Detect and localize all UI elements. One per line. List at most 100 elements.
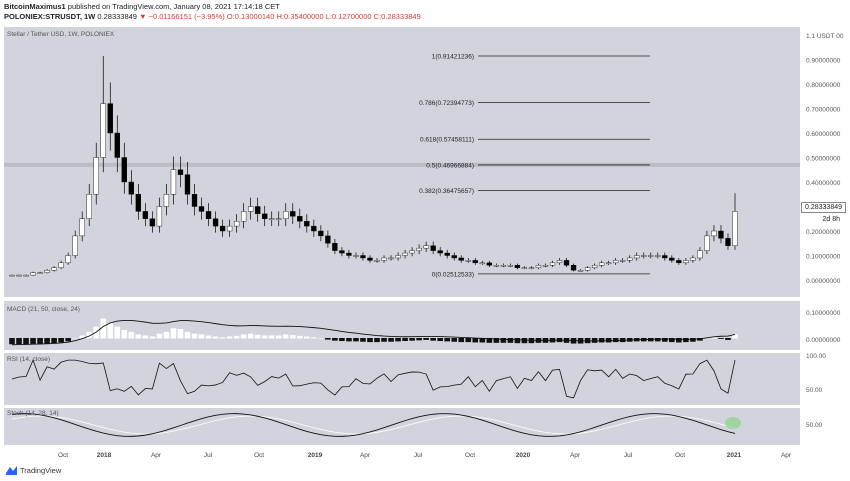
author-name[interactable]: BitcoinMaximus1	[4, 2, 66, 11]
y-tick-label: 0.40000000	[806, 180, 841, 187]
candle-body	[549, 262, 556, 266]
candle-body	[570, 265, 577, 271]
macd-histogram-bar	[683, 338, 689, 343]
fib-label: 0.5(0.46966884)	[426, 162, 474, 169]
macd-histogram-bar	[128, 331, 135, 339]
macd-histogram-bar	[444, 338, 451, 342]
rsi-y-tick: 100.00	[806, 353, 826, 360]
macd-panel-bg	[4, 301, 800, 350]
x-tick-label: Apr	[151, 452, 162, 459]
macd-line	[11, 319, 736, 346]
x-tick-label: Oct	[58, 452, 68, 459]
macd-histogram-bar	[711, 337, 717, 339]
macd-histogram-bar	[661, 338, 668, 342]
tradingview-logo[interactable]: TradingView	[6, 466, 61, 475]
rsi-y-tick: 50.00	[806, 387, 823, 394]
candle-body	[697, 250, 703, 259]
candle-body	[367, 257, 373, 261]
candle-body	[240, 211, 247, 222]
candle-body	[72, 235, 78, 256]
y-tick-label: 0.50000000	[806, 156, 841, 163]
candle-body	[212, 218, 219, 227]
y-tick-label: 0.10000000	[806, 254, 841, 261]
y-tick-label: 0.60000000	[806, 131, 841, 138]
fib-retracement[interactable]: 1(0.91421236) 0.786(0.72394773) 0.618(0.57…	[419, 54, 650, 279]
candle-body	[627, 257, 633, 261]
candle-body	[360, 255, 366, 259]
macd-histogram-bar	[58, 338, 64, 343]
macd-histogram-bar	[388, 338, 394, 342]
macd-histogram-bar	[318, 338, 324, 339]
macd-histogram-bar	[353, 338, 359, 342]
candle-body	[325, 235, 331, 244]
macd-histogram-bar	[268, 335, 275, 339]
candle-body	[332, 243, 338, 251]
candle-body	[648, 255, 654, 257]
candle-body	[255, 206, 261, 215]
x-tick-label: 2021	[727, 452, 742, 459]
macd-histogram-bar	[72, 338, 78, 339]
candle-body	[51, 267, 57, 271]
candle-body	[283, 211, 289, 219]
candle-body	[655, 255, 661, 257]
macd-series	[9, 318, 738, 346]
fib-label: 0.382(0.36475657)	[419, 188, 474, 195]
macd-histogram-bar	[205, 335, 212, 339]
macd-y-tick: 0.00000000	[806, 337, 841, 344]
candle-body	[276, 218, 282, 220]
macd-histogram-bar	[282, 334, 289, 339]
candle-body	[381, 257, 387, 261]
fib-label: 0(0.02512533)	[432, 271, 474, 278]
macd-histogram-bar	[86, 331, 93, 339]
candle-body	[9, 274, 15, 277]
candle-body	[114, 132, 120, 158]
macd-histogram-bar	[177, 329, 184, 339]
macd-histogram-bar	[514, 338, 521, 344]
macd-histogram-bar	[135, 334, 142, 339]
macd-histogram-bar	[423, 338, 429, 340]
macd-histogram-bar	[30, 338, 36, 344]
macd-histogram-bar	[598, 338, 605, 343]
candlestick-series	[9, 56, 738, 277]
macd-histogram-bar	[402, 338, 408, 342]
y-tick-label: 0.70000000	[806, 107, 841, 114]
candle-body	[556, 260, 563, 264]
symbol-info: POLONIEX:STRUSDT, 1W 0.28333849 ▼ −0.011…	[4, 12, 421, 21]
ohlc-values: O:0.13000140 H:0.35400000 L:0.12700000 C…	[226, 12, 421, 21]
fib-label: 0.786(0.72394773)	[419, 100, 474, 107]
macd-histogram-bar	[374, 338, 380, 343]
x-tick-label: Apr	[781, 452, 792, 459]
candle-body	[184, 174, 191, 195]
x-tick-label: Jul	[414, 452, 423, 459]
candle-body	[732, 211, 738, 246]
macd-histogram-bar	[275, 335, 282, 339]
x-tick-label: Oct	[465, 452, 475, 459]
macd-histogram-bar	[718, 338, 724, 339]
macd-histogram-bar	[51, 338, 57, 344]
rsi-series	[11, 358, 736, 399]
fib-label: 0.618(0.57458111)	[420, 137, 474, 144]
macd-histogram-bar	[261, 335, 268, 339]
y-tick-label: 1.1 USDT 00	[806, 33, 844, 40]
fib-label: 1(0.91421236)	[432, 54, 474, 61]
candle-body	[591, 265, 598, 268]
macd-histogram-bar	[16, 338, 22, 345]
candle-body	[248, 206, 254, 212]
candle-body	[444, 252, 450, 256]
candle-body	[269, 218, 275, 220]
candle-body	[423, 245, 429, 249]
macd-histogram-bar	[725, 338, 731, 340]
candle-body	[58, 262, 64, 268]
macd-histogram-bar	[451, 338, 458, 342]
candle-body	[613, 260, 619, 264]
candle-body	[219, 225, 226, 232]
candle-body	[290, 211, 296, 217]
candle-body	[339, 250, 345, 254]
candle-body	[37, 272, 43, 274]
candle-body	[353, 255, 359, 257]
stoch-title: Stoch (14, 28, 14)	[7, 410, 59, 417]
candle-body	[156, 206, 163, 227]
candle-body	[402, 252, 408, 256]
macd-histogram-bar	[156, 333, 163, 339]
